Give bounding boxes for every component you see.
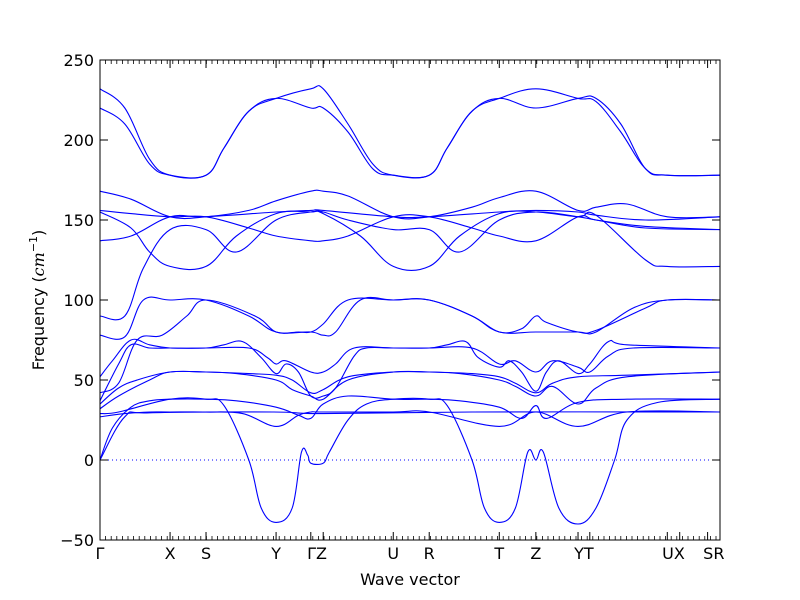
y-axis-title-main: Frequency ( [29,276,48,370]
band-12 [99,210,721,272]
x-tick-label: T [493,544,504,563]
y-tick-label: 50 [74,371,94,390]
band-15 [99,95,721,179]
x-tick-label: Γ [96,544,105,563]
y-tick-label: 250 [63,51,94,70]
x-tick-label: UX [662,544,685,563]
x-axis-title: Wave vector [360,570,460,589]
band-0 [99,411,721,461]
band-4 [99,370,721,410]
band-9 [99,296,721,340]
x-tick-label: Y [270,544,281,563]
y-axis-title-close: ) [29,230,48,236]
band-14 [99,189,721,220]
y-tick-label: 100 [63,291,94,310]
band-10 [99,210,721,321]
band-5 [99,370,721,405]
y-axis-title-math: cm [29,252,48,276]
x-tick-label: SR [703,544,724,563]
y-tick-label: −50 [60,531,94,550]
y-tick-label: 0 [84,451,94,470]
band-7 [99,338,721,378]
band-1 [99,410,721,427]
x-tick-label: ΓZ [307,544,327,563]
y-tick-label: 200 [63,131,94,150]
x-tick-label: U [387,544,399,563]
x-tick-label: YT [573,544,594,563]
y-axis-title: Frequency (cm−1) [27,230,48,371]
x-axis-ticks: Γ X S Y ΓZ U R T Z YT UX SR [96,60,724,563]
band-lines [99,85,721,525]
x-tick-label: R [424,544,435,563]
y-axis-title-sup: −1 [27,236,40,252]
band-16 [99,85,721,179]
x-tick-label: Z [530,544,541,563]
band-3 [99,395,721,461]
x-tick-label: S [201,544,211,563]
x-tick-label: X [165,544,176,563]
y-tick-label: 150 [63,211,94,230]
y-axis-ticks: −50 0 50 100 150 200 250 [60,51,720,550]
band-6 [99,339,721,402]
band-8 [99,297,721,394]
plot-frame [99,59,721,541]
band-2 [99,397,721,525]
